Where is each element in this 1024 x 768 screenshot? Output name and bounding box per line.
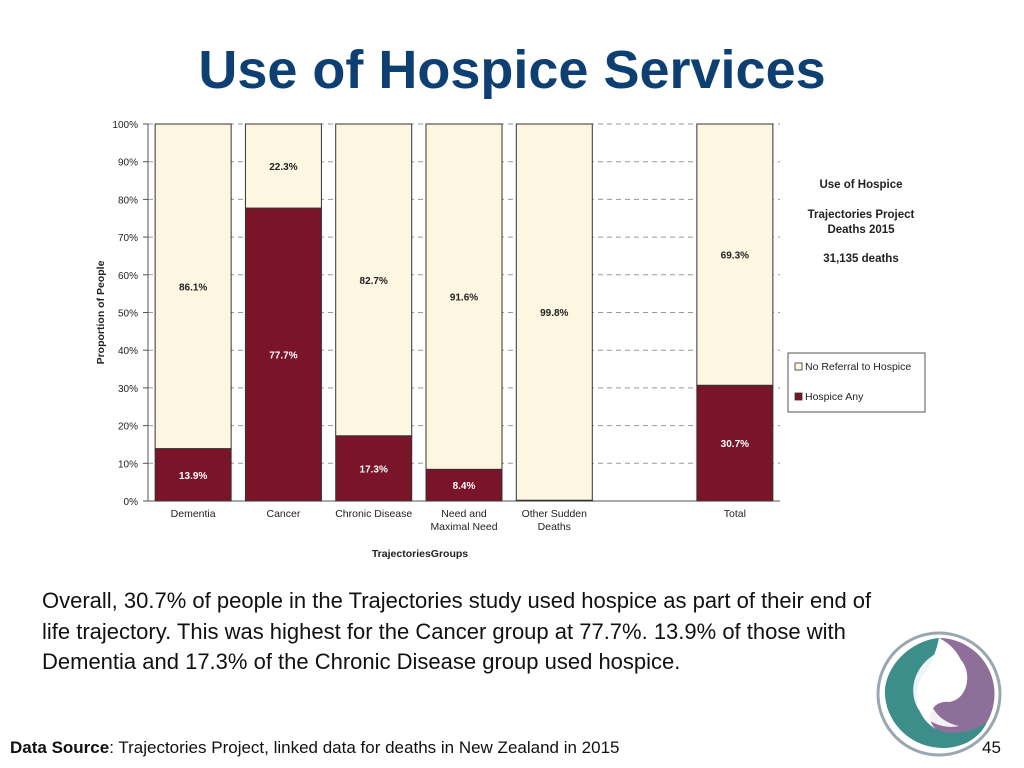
- bar-value-label: 30.7%: [721, 439, 749, 450]
- y-tick-label: 100%: [112, 120, 138, 131]
- data-source: Data Source: Trajectories Project, linke…: [10, 738, 620, 758]
- bar-hospice-any: [425, 468, 503, 502]
- data-source-text: : Trajectories Project, linked data for …: [109, 738, 620, 757]
- x-category-label: Need and: [441, 508, 487, 520]
- y-tick-label: 30%: [118, 384, 138, 395]
- bar-value-label: 8.4%: [453, 481, 476, 492]
- bar-value-label: 77.7%: [269, 351, 297, 362]
- x-axis-title: TrajectoriesGroups: [372, 548, 468, 560]
- x-category-label: Dementia: [171, 508, 216, 520]
- legend-swatch: [794, 392, 803, 401]
- bar-hospice-any: [696, 384, 774, 502]
- bar-value-label: 91.6%: [450, 293, 478, 304]
- swirl-logo-icon: [876, 631, 1002, 757]
- legend-label: No Referral to Hospice: [805, 361, 911, 373]
- x-category-label: Cancer: [266, 508, 300, 520]
- bar-hospice-any: [154, 448, 232, 502]
- bar-no-referral: [335, 123, 413, 437]
- page-number: 45: [982, 738, 1001, 757]
- annotation-title: Use of Hospice: [819, 179, 902, 191]
- bar-no-referral: [244, 123, 322, 209]
- y-tick-label: 80%: [118, 195, 138, 206]
- bar-no-referral: [154, 123, 232, 450]
- y-tick-label: 10%: [118, 459, 138, 470]
- y-tick-label: 60%: [118, 271, 138, 282]
- y-tick-label: 40%: [118, 346, 138, 357]
- annotation-subtitle: Trajectories Project: [808, 209, 915, 221]
- y-tick-label: 0%: [124, 497, 139, 508]
- data-source-label: Data Source: [10, 738, 110, 757]
- bar-value-label: 82.7%: [360, 276, 388, 287]
- x-category-label: Other Sudden: [522, 508, 588, 520]
- y-tick-label: 20%: [118, 422, 138, 433]
- bar-value-label: 13.9%: [179, 471, 207, 482]
- y-tick-label: 90%: [118, 158, 138, 169]
- x-category-label: Deaths: [538, 521, 571, 533]
- bar-value-label: 69.3%: [721, 251, 749, 262]
- bar-no-referral: [425, 123, 503, 470]
- stacked-bar-chart: 0% 10% 20% 30% 40% 50% 60% 70% 80% 90% 100% Proport…: [95, 120, 926, 560]
- annotation-death-count: 31,135 deaths: [823, 253, 898, 265]
- x-category-label: Total: [724, 508, 746, 520]
- bar-value-label: 22.3%: [269, 162, 297, 173]
- bar-hospice-any: [335, 435, 413, 502]
- bar-no-referral: [515, 123, 593, 501]
- slide-title: Use of Hospice Services: [198, 40, 826, 100]
- summary-text: Overall, 30.7% of people in the Trajecto…: [42, 588, 872, 674]
- bar-value-label: 99.8%: [540, 308, 568, 319]
- legend-swatch: [794, 362, 803, 371]
- bar-value-label: 86.1%: [179, 282, 207, 293]
- annotation-subtitle: Deaths 2015: [827, 224, 895, 236]
- y-tick-label: 50%: [118, 309, 138, 320]
- x-category-label: Chronic Disease: [335, 508, 412, 520]
- y-tick-label: 70%: [118, 233, 138, 244]
- legend-box: [787, 352, 926, 413]
- bar-hospice-any: [244, 207, 322, 502]
- x-category-label: Maximal Need: [430, 521, 497, 533]
- bar-value-label: 17.3%: [360, 464, 388, 475]
- legend-label: Hospice Any: [805, 391, 864, 403]
- bar-no-referral: [696, 123, 774, 386]
- y-axis-title: Proportion of People: [95, 260, 107, 364]
